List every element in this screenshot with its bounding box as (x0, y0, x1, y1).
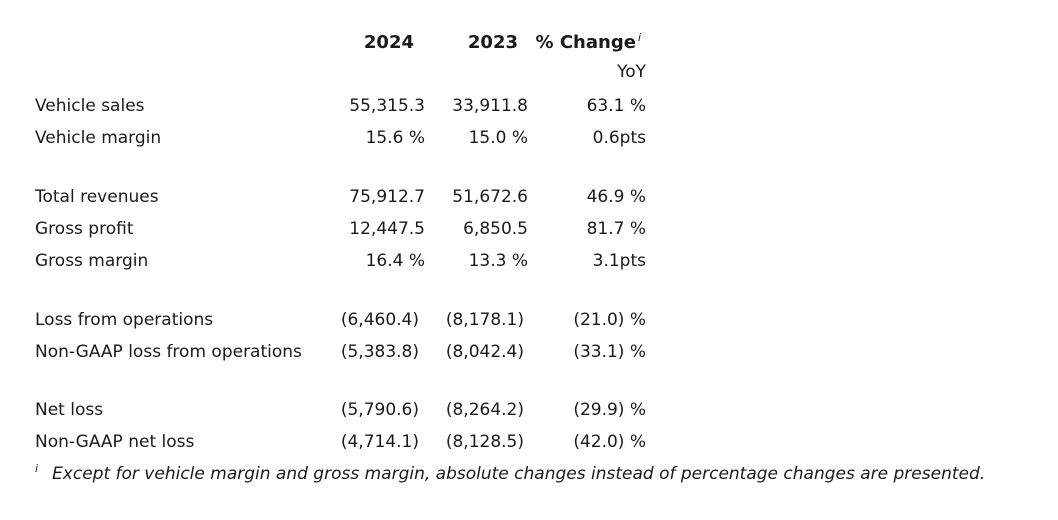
header-2024: 2024 (364, 32, 414, 53)
row-value-2024: 15.6 % (365, 128, 425, 148)
table-row: Non-GAAP net loss (4,714.1) (8,128.5) (4… (0, 428, 1058, 456)
row-value-2023: 33,911.8 (452, 96, 528, 116)
row-value-2023: (8,178.1) (445, 310, 524, 330)
row-label: Non-GAAP loss from operations (35, 342, 302, 362)
row-value-2023: 13.3 % (468, 251, 528, 271)
header-2023-label: 2023 (467, 32, 518, 53)
header-2024-label: 2024 (363, 32, 414, 53)
row-label: Gross profit (35, 219, 134, 239)
row-label: Total revenues (35, 187, 159, 207)
table-row: Gross profit 12,447.5 6,850.5 81.7 % (0, 215, 1058, 243)
row-value-2024: (5,383.8) (340, 342, 419, 362)
header-change-label: % Change (535, 32, 636, 53)
row-value-2024: 16.4 % (365, 251, 425, 271)
row-change: 0.6pts (592, 128, 646, 148)
row-label: Non-GAAP net loss (35, 432, 195, 452)
row-change: 81.7 % (586, 219, 646, 239)
table-row: Loss from operations (6,460.4) (8,178.1)… (0, 306, 1058, 334)
row-change: 63.1 % (586, 96, 646, 116)
row-value-2024: (6,460.4) (340, 310, 419, 330)
row-value-2024: (5,790.6) (340, 400, 419, 420)
table-row: Gross margin 16.4 % 13.3 % 3.1pts (0, 247, 1058, 275)
row-label: Net loss (35, 400, 104, 420)
row-value-2023: 6,850.5 (463, 219, 528, 239)
row-value-2024: 12,447.5 (349, 219, 425, 239)
row-change: (21.0) % (573, 310, 646, 330)
row-value-2023: (8,128.5) (445, 432, 524, 452)
row-value-2023: 51,672.6 (452, 187, 528, 207)
row-value-2024: 75,912.7 (349, 187, 425, 207)
header-change-yoy-label: YoY (617, 62, 646, 82)
table-row: Vehicle sales 55,315.3 33,911.8 63.1 % (0, 92, 1058, 120)
row-change: (29.9) % (573, 400, 646, 420)
table-row: Total revenues 75,912.7 51,672.6 46.9 % (0, 183, 1058, 211)
row-change: 46.9 % (586, 187, 646, 207)
header-change-yoy: YoY (617, 62, 646, 82)
row-label: Loss from operations (35, 310, 214, 330)
header-change: % Change i (536, 32, 641, 53)
row-value-2023: 15.0 % (468, 128, 528, 148)
footnote-mark: i (35, 462, 39, 476)
row-label: Vehicle sales (35, 96, 145, 116)
table-row: Net loss (5,790.6) (8,264.2) (29.9) % (0, 396, 1058, 424)
row-change: (33.1) % (573, 342, 646, 362)
footnote: i Except for vehicle margin and gross mar… (35, 460, 985, 488)
row-value-2023: (8,264.2) (445, 400, 524, 420)
table-row: Non-GAAP loss from operations (5,383.8) … (0, 338, 1058, 366)
row-value-2023: (8,042.4) (445, 342, 524, 362)
row-change: 3.1pts (592, 251, 646, 271)
row-label: Gross margin (35, 251, 149, 271)
row-change: (42.0) % (573, 432, 646, 452)
header-2023: 2023 (468, 32, 518, 53)
row-value-2024: 55,315.3 (349, 96, 425, 116)
footnote-text: Except for vehicle margin and gross marg… (52, 464, 986, 484)
row-value-2024: (4,714.1) (340, 432, 419, 452)
header-change-footnote-mark: i (637, 31, 641, 44)
row-label: Vehicle margin (35, 128, 162, 148)
table-row: Vehicle margin 15.6 % 15.0 % 0.6pts (0, 124, 1058, 152)
